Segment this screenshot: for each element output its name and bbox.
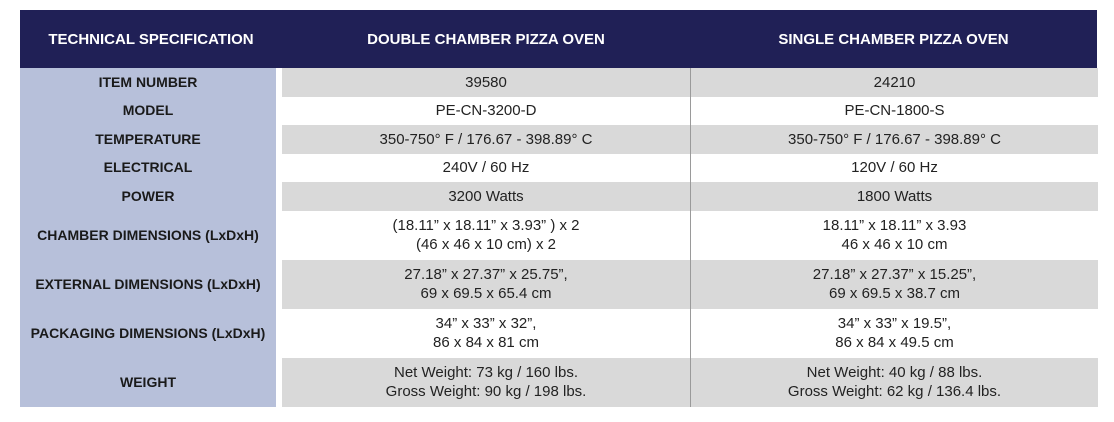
cell-text: ELECTRICAL xyxy=(103,159,193,176)
cell-text: (46 x 46 x 10 cm) x 2 xyxy=(415,236,557,253)
header-cell: SINGLE CHAMBER PIZZA OVEN xyxy=(690,10,1097,68)
value-cell: 3200 Watts xyxy=(282,182,690,211)
row-label: MODEL xyxy=(20,96,276,125)
row-label: ELECTRICAL xyxy=(20,153,276,182)
cell-text: POWER xyxy=(121,187,175,204)
row-label: EXTERNAL DIMENSIONS (LxDxH) xyxy=(20,259,276,309)
cell-text: 3200 Watts xyxy=(448,187,524,205)
value-cell: 27.18” x 27.37” x 15.25”, 69 x 69.5 x 38.… xyxy=(690,259,1098,309)
cell-text: Net Weight: 40 kg / 88 lbs. xyxy=(806,364,983,381)
cell-text: 39580 xyxy=(465,73,507,91)
cell-text: 350-750° F / 176.67 - 398.89° C xyxy=(788,130,1001,148)
value-cell: 350-750° F / 176.67 - 398.89° C xyxy=(690,125,1098,154)
row-label: CHAMBER DIMENSIONS (LxDxH) xyxy=(20,210,276,260)
value-cell: 27.18” x 27.37” x 25.75”, 69 x 69.5 x 65.… xyxy=(282,259,690,309)
cell-text: 350-750° F / 176.67 - 398.89° C xyxy=(379,130,593,148)
value-cell: (18.11” x 18.11” x 3.93” ) x 2 (46 x 46 x… xyxy=(282,210,690,260)
cell-text: (18.11” x 18.11” x 3.93” ) x 2 xyxy=(392,217,580,234)
row-label: PACKAGING DIMENSIONS (LxDxH) xyxy=(20,308,276,358)
value-cell: 120V / 60 Hz xyxy=(690,153,1098,182)
value-cell: 350-750° F / 176.67 - 398.89° C xyxy=(282,125,690,154)
row-label: ITEM NUMBER xyxy=(20,68,276,97)
value-cell: 240V / 60 Hz xyxy=(282,153,690,182)
value-cell: PE-CN-3200-D xyxy=(282,96,690,125)
row-label: TEMPERATURE xyxy=(20,125,276,154)
cell-text: TECHNICAL SPECIFICATION xyxy=(48,30,254,48)
value-cell: 39580 xyxy=(282,68,690,97)
cell-text: WEIGHT xyxy=(120,373,176,390)
value-cell: Net Weight: 73 kg / 160 lbs. Gross Weight… xyxy=(282,357,690,407)
cell-text: CHAMBER DIMENSIONS (LxDxH) xyxy=(37,226,259,243)
cell-text: 69 x 69.5 x 38.7 cm xyxy=(829,285,960,302)
cell-text: 34” x 33” x 19.5”, xyxy=(837,315,952,332)
cell-text: PE-CN-1800-S xyxy=(844,102,945,120)
value-cell: Net Weight: 40 kg / 88 lbs. Gross Weight:… xyxy=(690,357,1098,407)
cell-text: 27.18” x 27.37” x 25.75”, xyxy=(404,266,568,283)
row-label: POWER xyxy=(20,182,276,211)
value-cell: PE-CN-1800-S xyxy=(690,96,1098,125)
cell-text: TEMPERATURE xyxy=(95,130,201,147)
cell-text: 34” x 33” x 32”, xyxy=(435,315,537,332)
value-cell: 1800 Watts xyxy=(690,182,1098,211)
cell-text: 1800 Watts xyxy=(856,187,933,205)
cell-text: DOUBLE CHAMBER PIZZA OVEN xyxy=(367,30,605,48)
cell-text: MODEL xyxy=(122,102,174,119)
cell-text: 86 x 84 x 49.5 cm xyxy=(835,334,954,351)
cell-text: 120V / 60 Hz xyxy=(851,159,938,177)
cell-text: 46 x 46 x 10 cm xyxy=(841,236,948,253)
cell-text: 24210 xyxy=(873,73,916,91)
cell-text: EXTERNAL DIMENSIONS (LxDxH) xyxy=(35,275,261,292)
header-cell: TECHNICAL SPECIFICATION xyxy=(20,10,282,68)
cell-text: 18.11” x 18.11” x 3.93 xyxy=(822,217,967,234)
row-label: WEIGHT xyxy=(20,357,276,407)
cell-text: 69 x 69.5 x 65.4 cm xyxy=(420,285,552,302)
value-cell: 18.11” x 18.11” x 3.93 46 x 46 x 10 cm xyxy=(690,210,1098,260)
cell-text: Gross Weight: 62 kg / 136.4 lbs. xyxy=(787,383,1002,400)
cell-text: 240V / 60 Hz xyxy=(442,159,530,177)
value-cell: 34” x 33” x 32”, 86 x 84 x 81 cm xyxy=(282,308,690,358)
header-cell: DOUBLE CHAMBER PIZZA OVEN xyxy=(282,10,690,68)
cell-text: SINGLE CHAMBER PIZZA OVEN xyxy=(778,30,1009,48)
cell-text: 27.18” x 27.37” x 15.25”, xyxy=(812,266,977,283)
cell-text: 86 x 84 x 81 cm xyxy=(433,334,539,351)
cell-text: PE-CN-3200-D xyxy=(435,102,537,120)
cell-text: Net Weight: 73 kg / 160 lbs. xyxy=(394,364,578,381)
cell-text: Gross Weight: 90 kg / 198 lbs. xyxy=(385,383,587,400)
cell-text: ITEM NUMBER xyxy=(98,73,198,90)
value-cell: 34” x 33” x 19.5”, 86 x 84 x 49.5 cm xyxy=(690,308,1098,358)
value-cell: 24210 xyxy=(690,68,1098,97)
cell-text: PACKAGING DIMENSIONS (LxDxH) xyxy=(30,324,266,341)
